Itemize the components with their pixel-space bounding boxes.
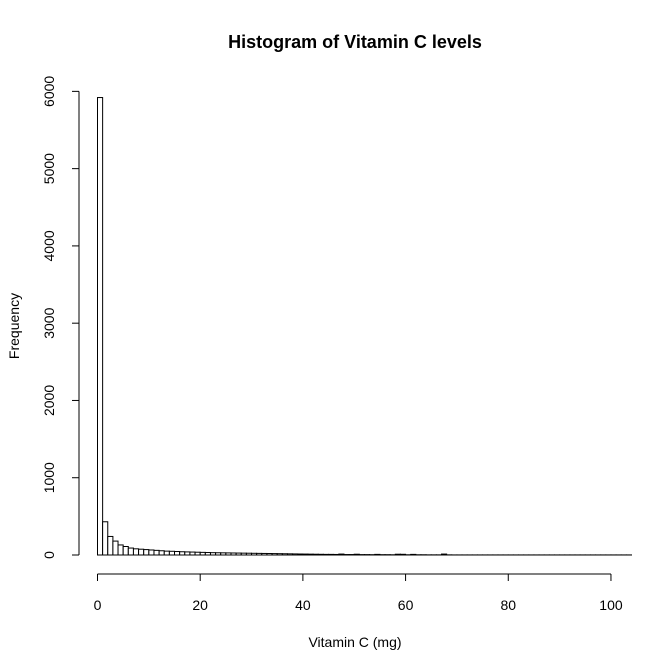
histogram-bar: [200, 552, 205, 555]
x-axis: 0 20 40 60 80 100: [94, 574, 623, 613]
histogram-bar: [154, 550, 159, 555]
histogram-bar: [329, 554, 334, 555]
histogram-bar: [257, 553, 262, 555]
x-tick-label: 100: [599, 597, 623, 613]
histogram-bar: [236, 553, 241, 555]
y-tick-label: 3000: [41, 307, 57, 338]
histogram-bar: [185, 552, 190, 555]
histogram-bar: [442, 554, 447, 555]
x-tick-label: 60: [398, 597, 414, 613]
histogram-bar: [180, 552, 185, 555]
histogram-bar: [164, 551, 169, 555]
histogram-bar: [246, 553, 251, 555]
histogram-bar: [159, 551, 164, 555]
histogram-bars: [98, 98, 632, 555]
histogram-bar: [231, 553, 236, 555]
histogram-bar: [108, 536, 113, 555]
x-axis-label: Vitamin C (mg): [308, 634, 401, 650]
histogram-bar: [241, 553, 246, 555]
histogram-bar: [334, 554, 339, 555]
histogram-bar: [267, 554, 272, 555]
histogram-bar: [103, 522, 108, 555]
histogram-bar: [221, 553, 226, 555]
y-axis: 0 1000 2000 3000 4000 5000 6000: [41, 76, 79, 559]
histogram-bar: [149, 550, 154, 555]
histogram-bar: [118, 545, 123, 555]
histogram-bar: [226, 553, 231, 555]
histogram-bar: [411, 554, 416, 555]
histogram-bar: [308, 554, 313, 555]
y-tick-label: 5000: [41, 153, 57, 184]
histogram-bar: [113, 541, 118, 555]
histogram-bar: [139, 549, 144, 555]
histogram-bar: [216, 553, 221, 555]
histogram-bar: [375, 554, 380, 555]
histogram-bar: [282, 554, 287, 555]
y-tick-label: 6000: [41, 76, 57, 107]
y-tick-label: 2000: [41, 385, 57, 416]
histogram-bar: [339, 554, 344, 555]
histogram-bar: [313, 554, 318, 555]
y-tick-label: 0: [41, 551, 57, 559]
histogram-bar: [210, 553, 215, 555]
x-tick-label: 0: [94, 597, 102, 613]
histogram-bar: [133, 549, 138, 555]
histogram-bar: [318, 554, 323, 555]
y-tick-label: 4000: [41, 230, 57, 261]
x-tick-label: 40: [295, 597, 311, 613]
histogram-bar: [400, 554, 405, 555]
histogram-bar: [293, 554, 298, 555]
histogram-bar: [395, 554, 400, 555]
y-tick-label: 1000: [41, 462, 57, 493]
histogram-bar: [128, 548, 133, 555]
histogram-bar: [354, 554, 359, 555]
histogram-bar: [303, 554, 308, 555]
y-axis-label: Frequency: [6, 293, 22, 359]
histogram-bar: [277, 554, 282, 555]
histogram-bar: [195, 552, 200, 555]
histogram-bar: [98, 98, 103, 555]
histogram-bar: [169, 551, 174, 555]
histogram-bar: [272, 554, 277, 555]
chart-title: Histogram of Vitamin C levels: [228, 32, 482, 52]
histogram-bar: [287, 554, 292, 555]
histogram-bar: [190, 552, 195, 555]
histogram-bar: [123, 547, 128, 556]
histogram-bar: [175, 552, 180, 555]
histogram-bar: [144, 550, 149, 555]
histogram-bar: [262, 553, 267, 555]
x-tick-label: 80: [500, 597, 516, 613]
histogram-bar: [323, 554, 328, 555]
histogram-bar: [205, 553, 210, 555]
x-tick-label: 20: [192, 597, 208, 613]
histogram-bar: [298, 554, 303, 555]
histogram-bar: [252, 553, 257, 555]
